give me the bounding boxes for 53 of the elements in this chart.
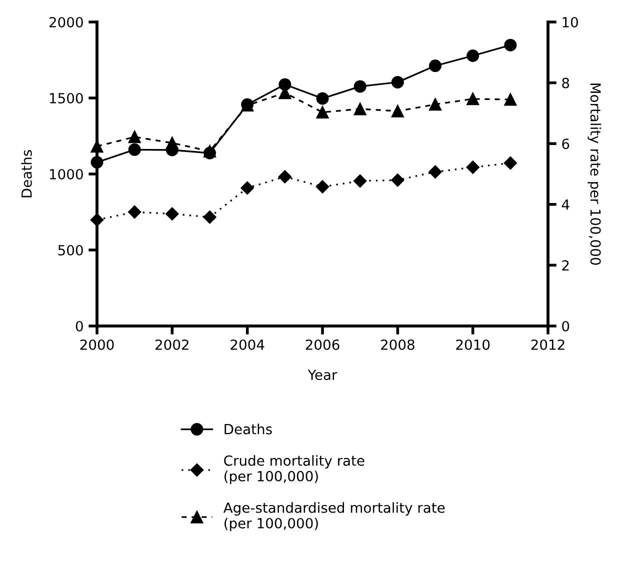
y2-tick-label: 10 [562,16,578,28]
point [166,136,178,150]
point [354,80,366,93]
point [504,156,518,170]
point [391,104,404,118]
x-tick-label: 2000 [80,339,114,350]
legend-label: Deaths [224,424,272,434]
x-tick-label: 2002 [156,339,188,350]
point [391,76,404,88]
x-tick-label: 2010 [456,339,490,350]
point [466,92,480,106]
y-tick-label: 500 [58,244,83,256]
point [353,174,367,188]
y2-tick-label: 6 [562,138,570,150]
point [203,210,216,224]
point [504,38,517,52]
point [429,60,442,72]
y2-tick-label: 0 [562,320,570,332]
point [128,205,142,219]
y2-tick-label: 2 [562,260,569,270]
point [240,181,254,195]
x-tick-label: 2006 [306,339,340,350]
y-tick-label: 2000 [49,16,83,28]
point [278,170,292,184]
legend-label: Crude mortality rate (per 100,000) [224,455,364,484]
y-tick-label: 1000 [50,168,83,180]
point [466,49,480,62]
point [316,92,329,105]
point [166,207,179,220]
point [428,165,442,178]
point [466,160,480,174]
point [391,173,404,187]
point [316,106,329,119]
x-tick-label: 2004 [230,339,264,350]
point [128,130,141,144]
y2-tick-label: 8 [562,78,570,88]
point [128,143,141,156]
point [504,93,517,106]
y-tick-label: 0 [76,320,83,332]
point [316,180,330,194]
point [429,98,442,111]
point [278,78,292,91]
x-tick-label: 2008 [381,339,414,350]
legend-label: Age-standardised mortality rate (per 100,000) [223,502,445,532]
y-axis-title: Deaths [21,150,32,198]
x-axis-title: Year [308,370,338,380]
x-tick-label: 2012 [531,339,564,350]
y2-tick-label: 4 [562,200,570,210]
y2-axis-title: Mortality rate per 100,000 [588,84,602,265]
point [354,102,366,116]
point [90,140,104,153]
y-tick-label: 1500 [50,92,83,104]
point [90,213,104,226]
